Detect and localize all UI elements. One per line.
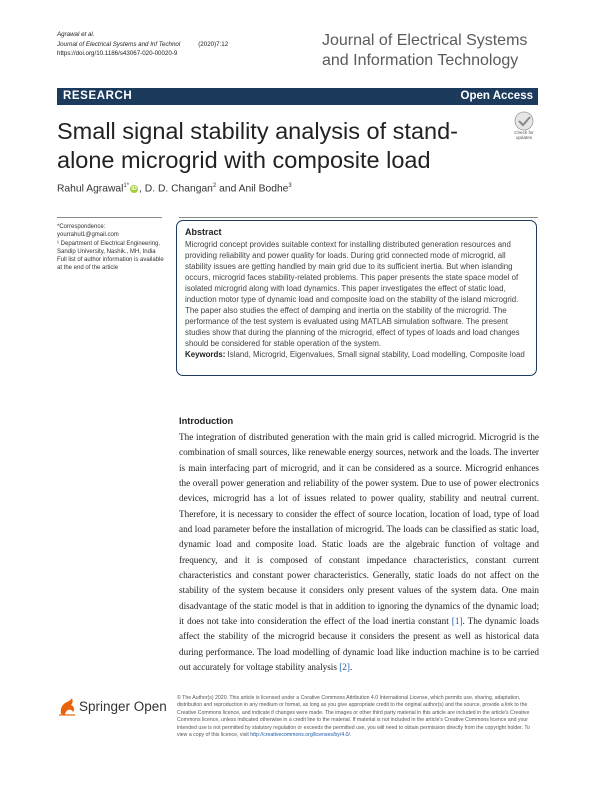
intro-text-part3: . bbox=[349, 662, 353, 673]
springer-open-logo: Springer Open bbox=[57, 697, 172, 717]
author-1[interactable]: Rahul Agrawal bbox=[57, 183, 124, 195]
open-access-label: Open Access bbox=[460, 90, 533, 102]
header-doi[interactable]: https://doi.org/10.1186/s43067-020-00020… bbox=[57, 50, 178, 58]
author-1-affiliation: 1* bbox=[123, 183, 130, 189]
license-text: © The Author(s) 2020. This article is li… bbox=[177, 695, 539, 739]
keywords-block: Keywords: Island, Microgrid, Eigenvalues… bbox=[185, 350, 531, 361]
intro-text-part2: . The dynamic loads affect the stability… bbox=[179, 616, 539, 673]
abstract-box bbox=[176, 220, 537, 376]
introduction-paragraph: The integration of distributed generatio… bbox=[179, 430, 539, 676]
abstract-heading: Abstract bbox=[185, 227, 222, 237]
springer-open-wordmark: Springer Open bbox=[79, 699, 167, 714]
header-author-line: Agrawal et al. bbox=[57, 31, 95, 38]
keywords-label: Keywords: bbox=[185, 350, 226, 359]
check-updates-line1: Check for bbox=[514, 130, 534, 135]
journal-name: Journal of Electrical Systems and Inform… bbox=[322, 32, 528, 69]
check-updates-line2: updates bbox=[515, 135, 533, 140]
check-updates-icon bbox=[514, 111, 534, 131]
author-3-affiliation: 3 bbox=[288, 183, 292, 189]
orcid-icon[interactable]: iD bbox=[130, 185, 139, 194]
left-column-divider bbox=[57, 217, 162, 218]
citation-link-1[interactable]: [1] bbox=[451, 616, 463, 627]
springer-horse-icon bbox=[59, 698, 75, 716]
author-list: Rahul Agrawal1*iD, D. D. Changan2 and An… bbox=[57, 183, 292, 194]
citation-link-2[interactable]: [2] bbox=[339, 662, 350, 673]
author-3[interactable]: and Anil Bodhe bbox=[216, 183, 289, 195]
license-link[interactable]: http://creativecommons.org/licenses/by/4… bbox=[250, 732, 350, 739]
header-year-vol: (2020)7:12 bbox=[198, 40, 229, 48]
section-banner: RESEARCH Open Access bbox=[57, 88, 538, 105]
license-body: © The Author(s) 2020. This article is li… bbox=[177, 695, 530, 739]
intro-text-part1: The integration of distributed generatio… bbox=[179, 432, 539, 627]
correspondence-label: *Correspondence: bbox=[57, 224, 106, 230]
article-title: Small signal stability analysis of stand… bbox=[57, 118, 458, 173]
keywords-list: Island, Microgrid, Eigenvalues, Small si… bbox=[227, 350, 525, 359]
license-end: . bbox=[350, 732, 352, 739]
introduction-heading: Introduction bbox=[179, 416, 234, 426]
correspondence-email[interactable]: yourrahul1@gmail.com bbox=[57, 232, 119, 239]
author-2[interactable]: , D. D. Changan bbox=[139, 183, 213, 195]
right-column-divider bbox=[179, 217, 538, 218]
header-meta: Agrawal et al. Journal of Electrical Sys… bbox=[57, 30, 228, 59]
section-label: RESEARCH bbox=[63, 90, 133, 102]
abstract-text: Microgrid concept provides suitable cont… bbox=[185, 240, 520, 348]
correspondence-block: *Correspondence: yourrahul1@gmail.com ¹ … bbox=[57, 223, 165, 273]
author-2-affiliation: 2 bbox=[212, 183, 217, 189]
correspondence-note: Full list of author information is avail… bbox=[57, 257, 164, 272]
header-journal-short: Journal of Electrical Systems and Inf Te… bbox=[57, 40, 181, 48]
correspondence-affiliation: ¹ Department of Electrical Engineering, … bbox=[57, 240, 161, 255]
check-for-updates-badge[interactable]: Check for updates bbox=[510, 111, 538, 141]
